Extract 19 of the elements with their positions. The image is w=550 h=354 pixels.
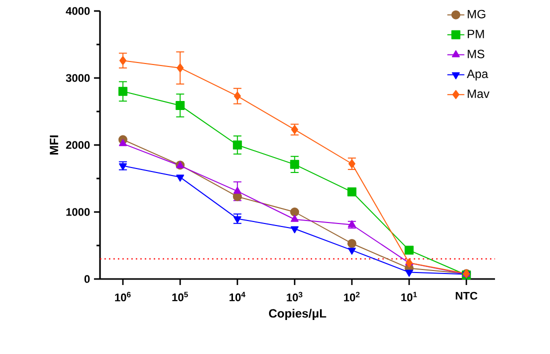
x-tick-label: 10$^{2}$ <box>344 292 360 302</box>
x-tick-label: 10$^{4}$ <box>230 292 246 302</box>
legend-label: PM <box>468 30 484 38</box>
legend-label: Mav <box>468 90 490 98</box>
y-tick-label: 3000 <box>66 74 90 82</box>
legend-label: MS <box>468 50 484 58</box>
y-axis-title: MFI <box>50 135 58 155</box>
x-tick-label: 10$^{3}$ <box>286 292 302 302</box>
x-axis-title: Copies/μL <box>269 308 326 320</box>
x-tick-label: 10$^{5}$ <box>172 292 188 302</box>
y-tick-label: 0 <box>84 275 90 283</box>
x-tick-label: 10$^{1}$ <box>401 292 417 302</box>
y-tick-label: 1000 <box>66 208 90 216</box>
y-tick-label: 2000 <box>66 141 90 149</box>
x-tick-label: 10$^{6}$ <box>115 292 131 302</box>
y-tick-label: 4000 <box>66 7 90 15</box>
x-tick-label: NTC <box>456 292 478 300</box>
legend-label: MG <box>468 10 486 18</box>
legend-label: Apa <box>466 70 488 80</box>
